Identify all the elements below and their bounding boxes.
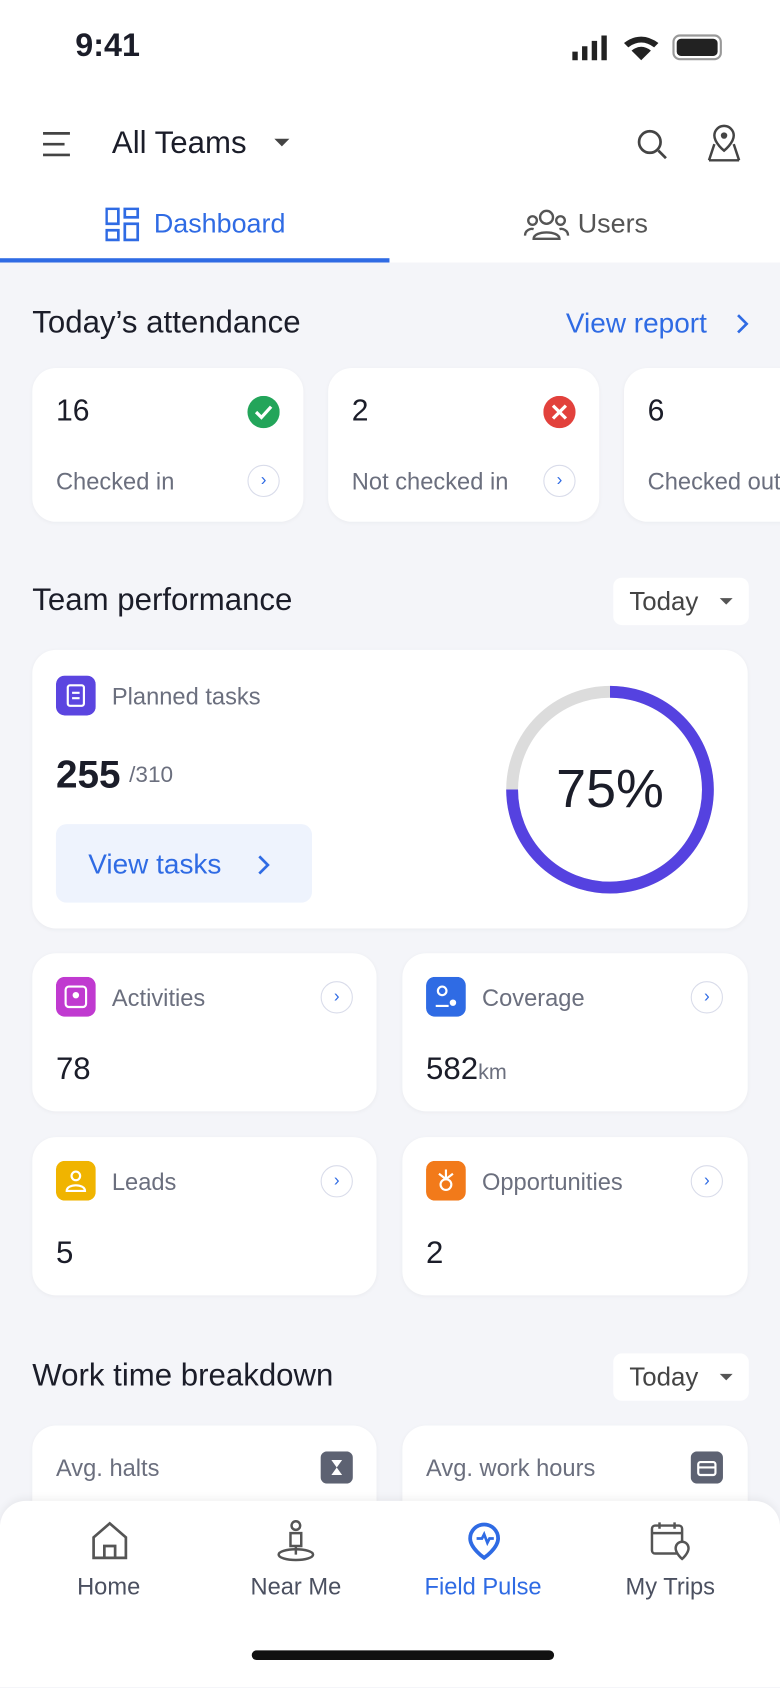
briefcase-icon [690,1451,723,1484]
attendance-card[interactable]: 2 Not checked in › [328,367,600,522]
label: Avg. work hours [426,1454,596,1482]
chevron-button[interactable]: › [690,1165,723,1198]
near-me-icon [277,1520,315,1562]
cross-icon [543,395,576,429]
team-caret [274,138,290,147]
metric-label: Opportunities [481,1168,623,1196]
tab-dashboard[interactable]: Dashboard [153,208,286,239]
users-icon [523,209,570,241]
label: Not checked in [351,467,509,495]
tab-users[interactable]: Users [577,208,648,239]
period-dropdown[interactable]: Today [613,1353,749,1401]
dashboard-icon [105,207,140,242]
chevron-button[interactable]: › [543,464,576,498]
value: 78 [55,1052,91,1087]
period: Today [629,1363,699,1393]
nav-home[interactable]: Home [77,1572,141,1600]
home-indicator [251,1650,555,1661]
field-pulse-icon [468,1522,501,1560]
metric-icon [426,1160,466,1201]
status-icons [572,34,722,61]
caret [719,598,733,605]
metric-icon [426,976,466,1017]
metric-value: 582km [426,1052,507,1088]
period-dropdown[interactable]: Today [613,577,749,626]
map-icon[interactable] [706,123,743,164]
metric-label: Leads [111,1168,177,1196]
nav-my-trips[interactable]: My Trips [625,1572,715,1600]
count: 2 [351,393,369,428]
metric-card[interactable]: Activities › 78 [32,953,377,1112]
done-count: 255 [55,752,121,797]
metric-card[interactable]: Opportunities › 2 [402,1137,748,1296]
chevron-button[interactable]: › [247,464,280,498]
caret [719,1373,733,1381]
section-title: Team performance [32,583,293,618]
attendance-card[interactable]: 6 Checked out [623,367,780,522]
hourglass-icon [320,1451,353,1484]
value: 5 [55,1236,74,1271]
search-icon[interactable] [635,127,669,161]
my-trips-icon [650,1522,690,1561]
chevron [258,855,270,875]
metric-label: Coverage [481,984,585,1012]
unit: km [478,1060,507,1085]
metric-value: 78 [56,1052,91,1088]
progress-donut: 75% [506,685,714,894]
progress-arc [506,685,714,894]
status-time: 9:41 [75,27,140,64]
section-title: Today’s attendance [32,305,301,340]
total-count: /310 [129,762,174,788]
metric-card[interactable]: Leads › 5 [32,1137,377,1296]
percent-label: 75% [556,759,664,819]
metric-icon [55,976,96,1017]
value: 2 [426,1236,444,1271]
tasks-icon [55,675,96,716]
metric-card[interactable]: Coverage › 582km [402,953,748,1112]
tab-indicator [0,258,390,263]
home-icon [92,1521,128,1560]
chevron-button[interactable]: › [690,981,723,1014]
chevron-button[interactable]: › [320,1165,353,1198]
label: Avg. halts [55,1454,160,1482]
value: 582 [426,1052,479,1087]
count: 16 [55,393,90,428]
team-selector[interactable]: All Teams [111,125,247,161]
view-tasks-button[interactable]: View tasks [55,824,312,903]
chevron-button[interactable]: › [320,981,353,1014]
button-label: View tasks [88,847,222,881]
attendance-card[interactable]: 16 Checked in › [32,367,304,522]
metric-icon [55,1160,96,1201]
nav-field-pulse[interactable]: Field Pulse [424,1572,542,1600]
metric-label: Activities [111,984,206,1012]
count: 6 [647,393,665,428]
link-chevron [737,314,749,334]
period: Today [629,587,699,617]
view-report-link[interactable]: View report [565,306,707,339]
nav-near-me[interactable]: Near Me [250,1572,342,1600]
label: Checked in [55,467,175,495]
label: Planned tasks [111,683,261,711]
metric-value: 5 [56,1236,73,1272]
planned-tasks-card: Planned tasks 255 /310 View tasks 75% [32,649,748,929]
check-icon [247,395,280,429]
menu-icon[interactable] [41,129,73,161]
metric-value: 2 [426,1236,443,1272]
section-title: Work time breakdown [32,1358,334,1394]
label: Checked out [647,467,780,495]
